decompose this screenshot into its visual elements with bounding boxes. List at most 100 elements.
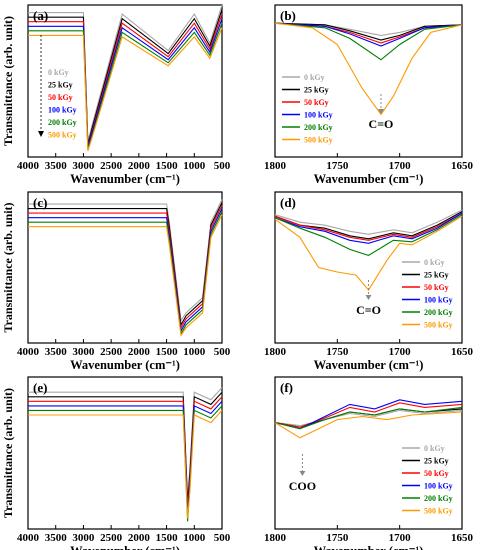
- legend-entry: 50 kGy: [48, 93, 73, 102]
- legend-entry: 500 kGy: [304, 136, 333, 145]
- series-line: [28, 27, 223, 152]
- legend-entry: 50 kGy: [304, 98, 329, 107]
- legend-entry: 200 kGy: [304, 123, 333, 132]
- series-line: [28, 410, 223, 519]
- x-tick-label: 2000: [128, 160, 151, 172]
- plot-frame: [274, 376, 463, 530]
- legend-entry: 0 kGy: [304, 73, 325, 82]
- x-tick-label: 1000: [183, 160, 206, 172]
- series-line: [274, 212, 463, 241]
- series-line: [274, 22, 463, 47]
- series-line: [274, 402, 463, 428]
- x-tick-label: 2500: [100, 346, 123, 358]
- x-tick-label: 1750: [326, 532, 349, 544]
- series-line: [274, 409, 463, 427]
- x-tick-label: 500: [214, 160, 231, 172]
- y-axis-title: Transmittance (arb. unit): [1, 202, 15, 332]
- series-line: [274, 22, 463, 61]
- legend-entry: 500 kGy: [424, 321, 453, 330]
- legend-entry: 0 kGy: [424, 258, 445, 267]
- x-tick-label: 3500: [45, 346, 68, 358]
- legend-entry: 50 kGy: [424, 469, 449, 478]
- x-tick-label: 1750: [326, 160, 349, 172]
- x-tick-label: 1650: [451, 160, 474, 172]
- x-tick-label: 4000: [17, 346, 40, 358]
- annotation-arrow-head: [365, 295, 372, 300]
- x-tick-label: 3000: [72, 532, 95, 544]
- legend-entry: 0 kGy: [48, 68, 69, 77]
- series-line: [274, 22, 463, 41]
- legend-entry: 25 kGy: [424, 271, 449, 280]
- y-axis-title: Transmittance (arb. unit): [1, 388, 15, 518]
- annotation-arrow-head: [377, 109, 384, 114]
- series-line: [274, 212, 463, 244]
- x-tick-label: 1800: [264, 160, 287, 172]
- legend-entry: 25 kGy: [424, 457, 449, 466]
- legend-entry: 500 kGy: [424, 507, 453, 516]
- plot-frame: [27, 191, 223, 344]
- x-tick-label: 2500: [100, 160, 123, 172]
- x-tick-label: 1800: [264, 346, 287, 358]
- x-tick-label: 500: [214, 532, 231, 544]
- annotation-label: C=O: [369, 117, 394, 131]
- legend-entry: 50 kGy: [424, 283, 449, 292]
- panel-label: (a): [33, 8, 48, 23]
- series-group: [274, 22, 463, 116]
- legend-entry: 100 kGy: [424, 296, 453, 305]
- y-axis-title: Transmittance (arb. unit): [1, 16, 15, 146]
- legend-entry: 100 kGy: [304, 111, 333, 120]
- legend-entry: 100 kGy: [424, 482, 453, 491]
- series-line: [274, 215, 463, 292]
- legend-entry: 0 kGy: [424, 444, 445, 453]
- x-axis-title: Wavenumber (cm⁻¹): [70, 544, 180, 550]
- x-tick-label: 1700: [389, 346, 412, 358]
- x-tick-label: 3500: [45, 532, 68, 544]
- x-tick-label: 4000: [17, 160, 40, 172]
- plot-frame: [274, 4, 463, 158]
- plot-frame: [27, 376, 223, 530]
- legend-entry: 200 kGy: [424, 494, 453, 503]
- x-axis-title: Wavenumber (cm⁻¹): [70, 358, 180, 372]
- x-tick-label: 1500: [156, 532, 179, 544]
- series-group: [28, 199, 223, 337]
- series-line: [274, 411, 463, 439]
- legend-entry: 25 kGy: [48, 81, 73, 90]
- legend-entry: 100 kGy: [48, 106, 77, 115]
- series-group: [28, 387, 223, 522]
- x-tick-label: 1700: [389, 160, 412, 172]
- x-tick-label: 1500: [156, 160, 179, 172]
- plot-frame: [274, 191, 463, 344]
- series-line: [274, 22, 463, 116]
- x-axis-title: Wavenumber (cm⁻¹): [70, 172, 180, 186]
- panel-label: (b): [280, 8, 296, 23]
- annotation-label: C=O: [356, 303, 381, 317]
- series-group: [274, 399, 463, 439]
- panel-label: (e): [33, 380, 47, 395]
- plot-frame: [27, 4, 223, 158]
- x-tick-label: 1700: [389, 532, 412, 544]
- series-line: [274, 209, 463, 235]
- series-line: [274, 406, 463, 430]
- annotation-arrow-head: [299, 471, 306, 476]
- x-tick-label: 1750: [326, 346, 349, 358]
- legend-entry: 200 kGy: [48, 118, 77, 127]
- x-tick-label: 1000: [183, 532, 206, 544]
- x-axis-title: Wavenumber (cm⁻¹): [314, 544, 424, 550]
- x-axis-title: Wavenumber (cm⁻¹): [314, 172, 424, 186]
- x-axis-title: Wavenumber (cm⁻¹): [314, 358, 424, 372]
- panel-label: (c): [33, 195, 47, 210]
- x-tick-label: 1000: [183, 346, 206, 358]
- x-tick-label: 2000: [128, 532, 151, 544]
- x-tick-label: 1650: [451, 532, 474, 544]
- x-tick-label: 500: [214, 346, 231, 358]
- x-tick-label: 2000: [128, 346, 151, 358]
- dose-arrow-head: [38, 131, 44, 137]
- series-group: [274, 209, 463, 292]
- x-tick-label: 1500: [156, 346, 179, 358]
- annotation-label: COO: [289, 479, 316, 493]
- series-line: [28, 214, 223, 337]
- x-tick-label: 1650: [451, 346, 474, 358]
- x-tick-label: 3500: [45, 160, 68, 172]
- x-tick-label: 2500: [100, 532, 123, 544]
